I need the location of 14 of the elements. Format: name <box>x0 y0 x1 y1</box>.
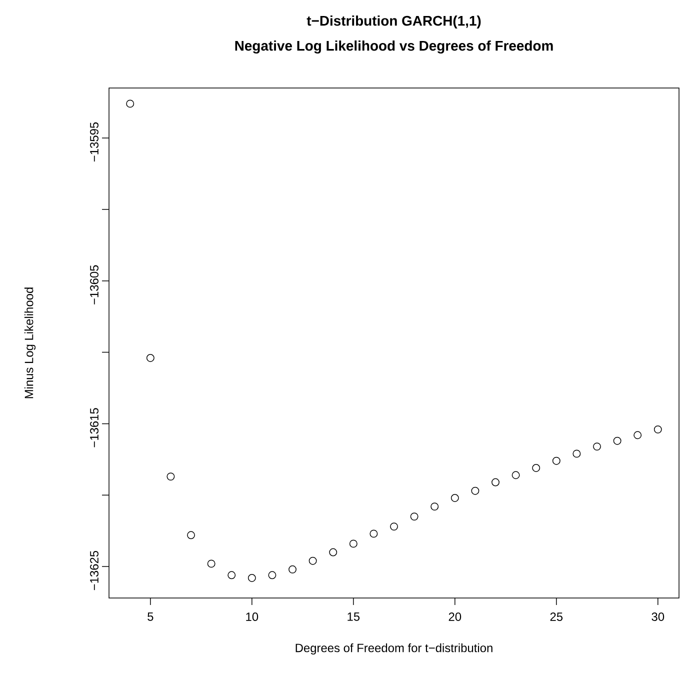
x-tick-label: 20 <box>448 612 462 621</box>
y-axis-title: Minus Log Likelihood <box>24 288 36 398</box>
x-tick-label: 5 <box>148 612 154 621</box>
y-tick-label: −13615 <box>90 408 98 448</box>
chart-subtitle: Negative Log Likelihood vs Degrees of Freedom <box>235 40 553 54</box>
x-tick-label: 15 <box>348 612 360 621</box>
y-tick-label: −13625 <box>90 550 98 590</box>
x-tick-label: 10 <box>246 612 258 621</box>
x-axis-title: Degrees of Freedom for t−distribution <box>296 643 492 655</box>
chart-title: t−Distribution GARCH(1,1) <box>306 15 481 28</box>
x-tick-label: 30 <box>652 612 664 621</box>
y-tick-label: −13595 <box>90 122 98 162</box>
y-tick-label: −13605 <box>90 265 98 304</box>
x-tick-label: 25 <box>550 612 563 621</box>
